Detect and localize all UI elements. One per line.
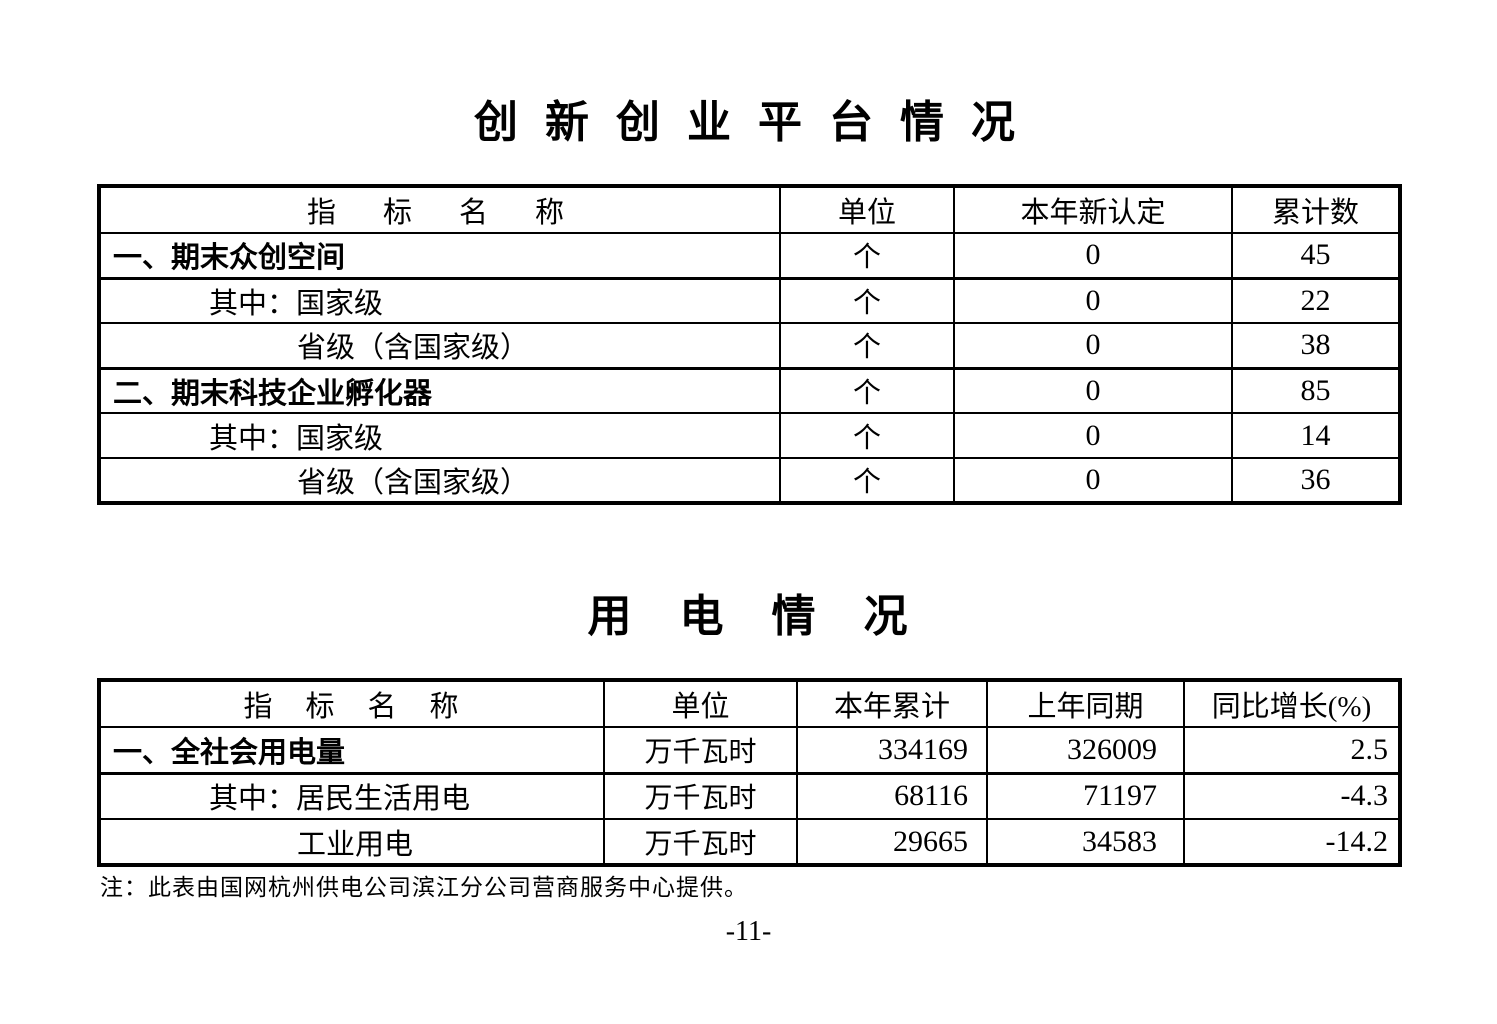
- new-this-year-cell: 0: [953, 457, 1233, 504]
- table-row: 其中：国家级 个 0 22: [98, 277, 1401, 324]
- unit-cell: 万千瓦时: [603, 726, 798, 775]
- table-row: 一、全社会用电量 万千瓦时 334169 326009 2.5: [98, 726, 1401, 775]
- table-row: 省级（含国家级） 个 0 38: [98, 322, 1401, 370]
- new-this-year-cell: 0: [953, 367, 1233, 414]
- new-this-year-cell: 0: [953, 232, 1233, 280]
- header-row: 指 标 名 称 单位 本年累计 上年同期 同比增长(%): [98, 679, 1401, 728]
- column-header-current-year-total: 本年累计: [796, 679, 988, 728]
- cumulative-cell: 36: [1231, 457, 1401, 504]
- indicator-name-cell: 其中：国家级: [98, 412, 781, 459]
- unit-cell: 个: [779, 457, 955, 504]
- table-row: 一、期末众创空间 个 0 45: [98, 232, 1401, 280]
- column-header-indicator-name: 指 标 名 称: [98, 185, 781, 234]
- header-row: 指 标 名 称 单位 本年新认定 累计数: [98, 185, 1401, 234]
- yoy-growth-cell: -4.3: [1183, 772, 1401, 820]
- unit-cell: 个: [779, 232, 955, 280]
- yoy-growth-cell: -14.2: [1183, 818, 1401, 866]
- new-this-year-cell: 0: [953, 412, 1233, 459]
- table-row: 其中：国家级 个 0 14: [98, 412, 1401, 459]
- column-header-yoy-growth: 同比增长(%): [1183, 679, 1401, 728]
- table-row: 其中：居民生活用电 万千瓦时 68116 71197 -4.3: [98, 772, 1401, 820]
- previous-year-cell: 71197: [986, 772, 1185, 820]
- indicator-name-cell: 二、期末科技企业孵化器: [98, 367, 781, 414]
- table-row: 二、期末科技企业孵化器 个 0 85: [98, 367, 1401, 414]
- unit-cell: 万千瓦时: [603, 818, 798, 866]
- column-header-new-this-year: 本年新认定: [953, 185, 1233, 234]
- column-header-unit: 单位: [603, 679, 798, 728]
- indicator-name-cell: 一、全社会用电量: [98, 726, 605, 775]
- page-number: -11-: [725, 916, 772, 947]
- section2-title: 用 电 情 况: [587, 592, 910, 641]
- cumulative-cell: 45: [1231, 232, 1401, 280]
- unit-cell: 万千瓦时: [603, 772, 798, 820]
- current-year-cell: 68116: [796, 772, 988, 820]
- unit-cell: 个: [779, 367, 955, 414]
- electricity-usage-table-header: 指 标 名 称 单位 本年累计 上年同期 同比增长(%): [98, 679, 1401, 728]
- yoy-growth-cell: 2.5: [1183, 726, 1401, 775]
- column-header-indicator-name: 指 标 名 称: [98, 679, 605, 728]
- column-header-previous-year-same-period: 上年同期: [986, 679, 1185, 728]
- column-header-unit: 单位: [779, 185, 955, 234]
- table-row: 工业用电 万千瓦时 29665 34583 -14.2: [98, 818, 1401, 866]
- unit-cell: 个: [779, 412, 955, 459]
- indicator-name-cell: 一、期末众创空间: [98, 232, 781, 280]
- electricity-usage-table: 指 标 名 称 单位 本年累计 上年同期 同比增长(%) 一、全社会用电量 万千…: [97, 678, 1402, 867]
- indicator-name-cell: 工业用电: [98, 818, 605, 866]
- previous-year-cell: 34583: [986, 818, 1185, 866]
- indicator-name-cell: 其中：国家级: [98, 277, 781, 324]
- innovation-platform-table-header: 指 标 名 称 单位 本年新认定 累计数: [98, 185, 1401, 234]
- cumulative-cell: 14: [1231, 412, 1401, 459]
- cumulative-cell: 85: [1231, 367, 1401, 414]
- cumulative-cell: 22: [1231, 277, 1401, 324]
- cumulative-cell: 38: [1231, 322, 1401, 370]
- current-year-cell: 29665: [796, 818, 988, 866]
- column-header-cumulative: 累计数: [1231, 185, 1401, 234]
- new-this-year-cell: 0: [953, 322, 1233, 370]
- unit-cell: 个: [779, 277, 955, 324]
- unit-cell: 个: [779, 322, 955, 370]
- indicator-name-cell: 省级（含国家级）: [98, 457, 781, 504]
- innovation-platform-table: 指 标 名 称 单位 本年新认定 累计数 一、期末众创空间 个 0 45 其中：…: [97, 184, 1402, 505]
- source-footnote: 注：此表由国网杭州供电公司滨江分公司营商服务中心提供。: [100, 875, 748, 900]
- indicator-name-cell: 省级（含国家级）: [98, 322, 781, 370]
- table-row: 省级（含国家级） 个 0 36: [98, 457, 1401, 504]
- previous-year-cell: 326009: [986, 726, 1185, 775]
- new-this-year-cell: 0: [953, 277, 1233, 324]
- current-year-cell: 334169: [796, 726, 988, 775]
- section1-title: 创 新 创 业 平 台 情 况: [474, 98, 1023, 147]
- indicator-name-cell: 其中：居民生活用电: [98, 772, 605, 820]
